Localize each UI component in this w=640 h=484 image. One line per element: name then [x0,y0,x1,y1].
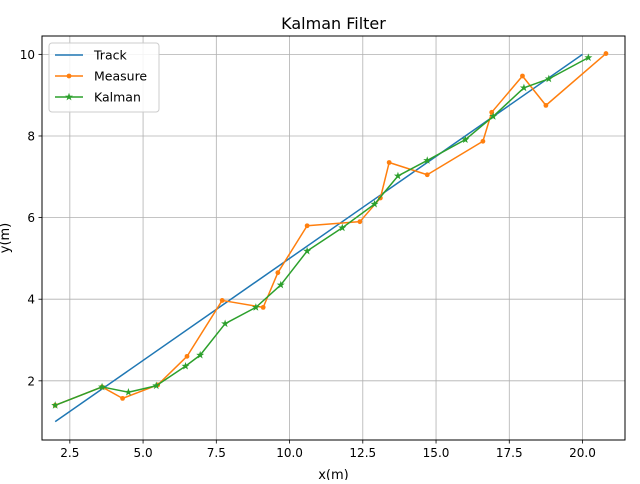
legend-label-track: Track [93,48,127,63]
kalman-point [461,135,470,144]
series-kalman [51,53,593,409]
measure-point [219,298,225,303]
legend-entry-measure: Measure [55,69,147,84]
kalman-point [276,280,285,289]
measure-point [357,219,363,225]
ticks: 2.5 5.0 7.5 10.0 12.5 15.0 17.5 20.0 2 4 6 8 10 [20,48,596,460]
plot-frame [41,35,626,441]
kalman-point [393,171,402,180]
legend: Track Measure Kalman [48,42,160,113]
x-tick-label: 15.0 [423,446,450,460]
legend-entry-track: Track [55,48,127,63]
kalman-point [124,388,133,396]
measure-point [275,270,281,276]
measure-point [120,395,125,401]
kalman-point [338,223,347,232]
legend-label-kalman: Kalman [94,90,141,105]
x-tick-label: 17.5 [496,446,523,460]
measure-point [520,73,525,79]
legend-marker-measure [66,73,72,79]
legend-marker-kalman [65,92,73,101]
measure-point [543,102,549,108]
kalman-point [221,319,230,328]
kalman-point [51,401,60,409]
y-tick-label: 6 [27,211,35,225]
legend-label-measure: Measure [94,69,147,84]
kalman-point [303,246,312,255]
kalman-point [152,381,161,390]
series-layer [51,51,609,423]
kalman-point [489,112,498,120]
measure-point [480,138,486,144]
kalman-point [370,199,379,208]
legend-box [48,42,160,113]
measure-point [386,160,392,165]
kalman-point [196,350,205,359]
y-tick-label: 8 [27,129,35,143]
y-tick-label: 4 [27,293,35,307]
kalman-point [251,303,260,311]
x-tick-label: 2.5 [60,446,79,460]
y-axis-label: y(m) [0,223,13,254]
x-tick-label: 20.0 [569,446,596,460]
kalman-point [584,53,593,62]
x-tick-label: 5.0 [134,446,153,460]
x-axis-label: x(m) [318,468,349,480]
chart-title: Kalman Filter [281,14,386,33]
kalman-point [181,361,190,370]
y-tick-label: 2 [27,374,35,388]
kalman-point [423,156,432,164]
kalman-point [519,83,528,92]
measure-point [260,304,266,310]
x-tick-label: 7.5 [207,446,226,460]
kalman-point [544,74,553,83]
measure-point [603,51,609,56]
measure-point [184,353,190,359]
measure-point [424,172,430,178]
x-tick-label: 10.0 [276,446,303,460]
y-tick-label: 10 [20,48,35,62]
x-tick-label: 12.5 [349,446,376,460]
grid [42,36,625,440]
legend-entry-kalman: Kalman [55,90,141,105]
kalman-point [98,382,107,391]
measure-point [304,223,310,229]
